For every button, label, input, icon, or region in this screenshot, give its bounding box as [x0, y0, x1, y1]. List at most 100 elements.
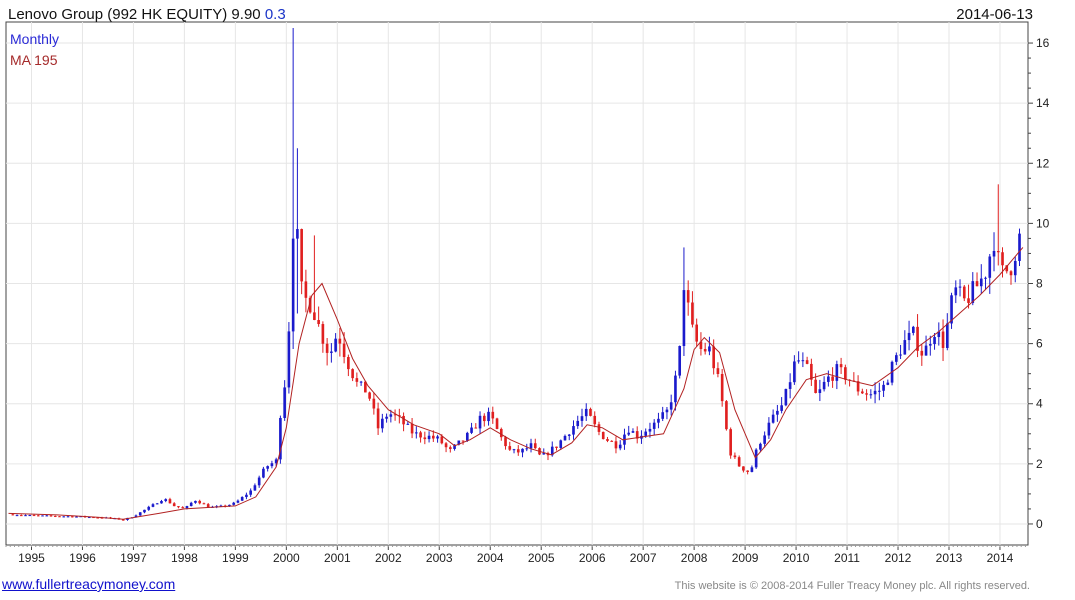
candle-down — [410, 423, 414, 434]
candle-down — [504, 437, 507, 447]
candle-down — [746, 470, 749, 472]
candle-up — [66, 516, 70, 518]
candle-down — [508, 446, 512, 450]
candle-up — [754, 449, 758, 468]
x-tick-label: 2012 — [885, 551, 912, 565]
candle-up — [15, 515, 19, 517]
y-tick-label: 14 — [1036, 96, 1050, 110]
candle-up — [542, 453, 546, 455]
candle-up — [648, 428, 652, 432]
candle-down — [432, 435, 435, 439]
candle-down — [555, 446, 558, 448]
candle-up — [359, 381, 363, 383]
candle-down — [839, 364, 843, 368]
candle-up — [878, 390, 881, 392]
candle-up — [945, 323, 949, 348]
candle-up — [793, 361, 796, 383]
candle-up — [899, 354, 902, 356]
candle-up — [1018, 233, 1021, 261]
candle-up — [776, 410, 779, 415]
candle-down — [610, 440, 614, 442]
footer-website-link[interactable]: www.fullertreacymoney.com — [2, 576, 176, 592]
candle-up — [763, 435, 766, 444]
candle-down — [58, 516, 61, 518]
candle-up — [512, 449, 516, 451]
candle-down — [36, 515, 40, 517]
candle-up — [245, 494, 248, 498]
candle-up — [759, 443, 762, 450]
legend-monthly: Monthly — [10, 31, 60, 47]
candle-up — [457, 440, 461, 445]
candle-up — [521, 448, 524, 453]
candle-up — [937, 331, 941, 338]
candle-up — [818, 389, 822, 393]
candle-up — [669, 402, 673, 410]
candle-down — [325, 343, 329, 353]
candle-down — [844, 367, 847, 380]
candle-up — [28, 515, 32, 517]
candle-up — [262, 468, 265, 478]
y-tick-label: 8 — [1036, 277, 1043, 291]
candle-up — [266, 466, 269, 469]
candle-up — [784, 388, 788, 406]
candle-up — [563, 435, 567, 441]
candle-up — [24, 515, 27, 517]
candle-up — [389, 414, 393, 417]
candle-up — [274, 459, 278, 464]
candle-down — [53, 515, 57, 517]
candle-down — [533, 443, 537, 449]
candle-up — [954, 287, 958, 296]
candle-down — [372, 398, 376, 409]
x-tick-label: 2003 — [426, 551, 453, 565]
candle-down — [606, 439, 609, 441]
candle-down — [720, 373, 724, 402]
candle-up — [45, 515, 49, 517]
candle-up — [75, 516, 78, 518]
candle-down — [495, 418, 499, 429]
candle-up — [801, 360, 805, 362]
candle-up — [988, 256, 992, 278]
candle-up — [41, 515, 44, 517]
candle-down — [198, 500, 202, 504]
candle-down — [461, 440, 465, 442]
candle-up — [1013, 260, 1017, 276]
candle-down — [11, 514, 15, 516]
candle-down — [861, 391, 864, 394]
candle-up — [886, 382, 890, 385]
candle-up — [682, 290, 686, 347]
candle-down — [975, 281, 979, 287]
candle-up — [330, 351, 333, 353]
candle-up — [657, 418, 660, 423]
candle-down — [308, 297, 312, 313]
candle-up — [487, 411, 490, 422]
candle-down — [49, 515, 53, 517]
x-tick-label: 2006 — [579, 551, 606, 565]
candle-down — [321, 324, 325, 344]
x-tick-label: 2009 — [732, 551, 759, 565]
x-tick-label: 1997 — [120, 551, 147, 565]
candle-down — [691, 302, 694, 325]
candle-down — [589, 408, 592, 416]
price-change: 0.3 — [264, 6, 286, 23]
candle-down — [967, 298, 970, 303]
y-tick-label: 12 — [1036, 156, 1050, 170]
candle-up — [287, 331, 291, 388]
legend-ma: MA 195 — [10, 52, 58, 68]
candle-up — [644, 431, 648, 436]
candle-up — [291, 238, 295, 332]
candle-up — [147, 506, 151, 510]
candle-up — [381, 418, 384, 429]
candle-up — [661, 412, 665, 419]
x-tick-label: 2005 — [528, 551, 555, 565]
candle-up — [529, 443, 533, 449]
candle-down — [831, 376, 834, 381]
candle-up — [270, 463, 274, 467]
candle-down — [368, 392, 371, 399]
candle-down — [313, 312, 316, 321]
candle-up — [950, 295, 953, 324]
candle-up — [559, 440, 563, 448]
candle-up — [652, 422, 656, 429]
candle-down — [916, 326, 919, 351]
candle-down — [121, 519, 125, 521]
candle-up — [194, 500, 197, 503]
